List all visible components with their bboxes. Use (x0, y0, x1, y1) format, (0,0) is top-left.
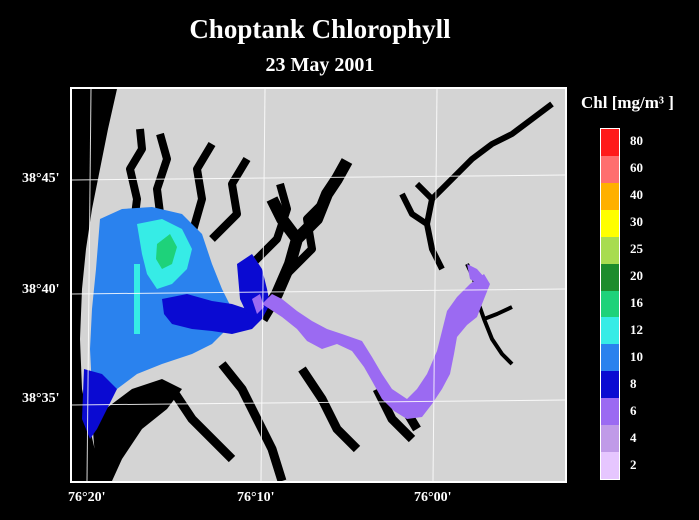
legend-title: Chl [mg/m³ ] (581, 93, 674, 112)
bay-water (72, 89, 117, 481)
chl-region-6-8-core (162, 294, 262, 334)
north-creeks (126, 128, 330, 277)
color-swatch-10 (601, 344, 619, 372)
color-swatch-4 (601, 425, 619, 453)
map-panel (70, 87, 567, 483)
color-swatch-20 (601, 263, 619, 292)
color-scale-label: 25 (630, 241, 643, 257)
chl-region-8-10 (90, 207, 232, 404)
color-scale-label: 8 (630, 375, 637, 391)
color-swatch-12 (601, 317, 619, 345)
color-swatch-6 (601, 398, 619, 426)
chl-region-6-8-west (82, 369, 117, 439)
color-scale-label: 40 (630, 187, 643, 203)
chl-region-4-6-upper (467, 264, 484, 284)
south-creeks (168, 361, 421, 481)
color-scale-label: 12 (630, 321, 643, 337)
map-title: Choptank Chlorophyll (189, 14, 451, 44)
color-swatch-2 (601, 452, 619, 480)
chl-region-4-6-river (262, 274, 490, 419)
color-scale-label: 6 (630, 402, 637, 418)
color-scale-label: 20 (630, 268, 643, 284)
chl-band-10-12 (134, 264, 140, 334)
chlorophyll-map (72, 89, 565, 481)
graticule (72, 89, 565, 481)
color-scale-label: 30 (630, 214, 643, 230)
chl-region-4-6-spot (252, 294, 264, 314)
lat-label-38-35: 38°35' (22, 391, 60, 406)
color-scale-label: 16 (630, 295, 643, 310)
color-swatch-40 (601, 182, 619, 211)
color-scale-label: 80 (630, 133, 643, 149)
map-date: 23 May 2001 (265, 54, 375, 76)
northeast-channel (399, 101, 554, 271)
color-scale-label: 10 (630, 348, 643, 364)
color-swatch-60 (601, 155, 619, 184)
lat-label-38-40: 38°40' (22, 282, 60, 297)
lon-label-76-20: 76°20' (68, 490, 106, 505)
tred-avon-river (256, 158, 353, 323)
chl-region-12-16 (156, 234, 177, 269)
color-scale-label: 4 (630, 429, 637, 445)
color-scale-label: 2 (630, 456, 637, 472)
color-swatch-8 (601, 371, 619, 399)
lat-label-38-45: 38°45' (22, 171, 60, 186)
lon-label-76-00: 76°00' (414, 490, 452, 505)
color-swatch-16 (601, 290, 619, 318)
lon-label-76-10: 76°10' (237, 490, 275, 505)
color-scale-label: 60 (630, 160, 643, 176)
color-swatch-80 (601, 129, 619, 157)
color-swatch-30 (601, 209, 619, 238)
color-swatch-25 (601, 236, 619, 265)
color-scale-bar (600, 128, 620, 480)
